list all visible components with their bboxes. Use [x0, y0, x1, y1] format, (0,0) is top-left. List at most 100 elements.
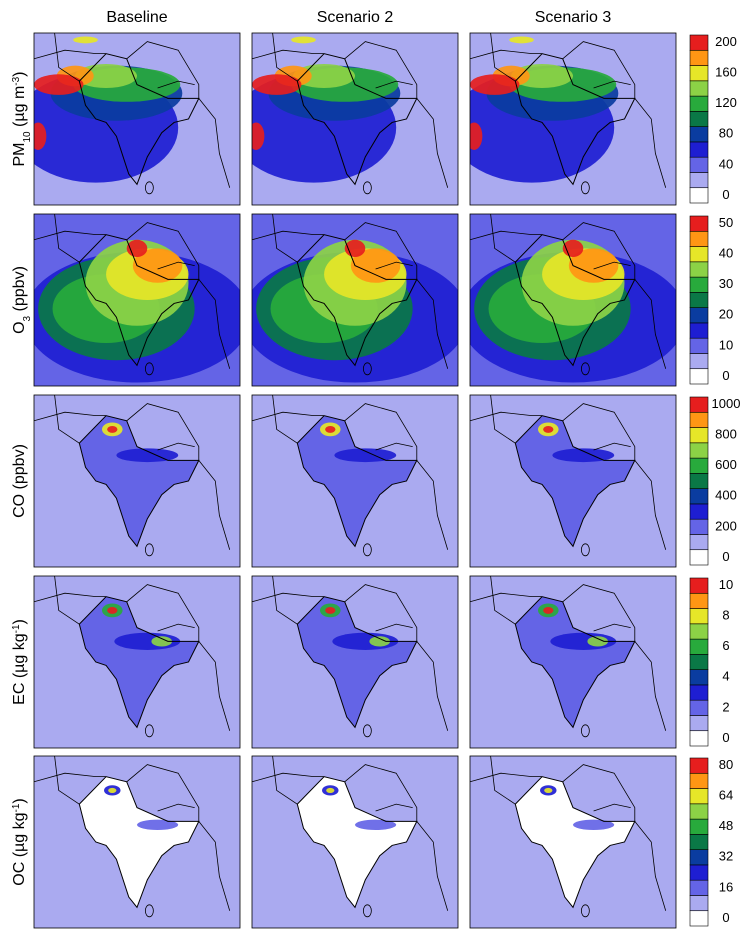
colorbar-tick-label: 4	[722, 669, 729, 684]
concentration-area	[73, 36, 98, 44]
sri-lanka	[144, 362, 154, 376]
colorbar-tick-label: 80	[719, 126, 733, 141]
colorbar-box	[689, 261, 709, 278]
concentration-area	[573, 819, 615, 830]
country-border	[490, 214, 516, 263]
colorbar-box	[689, 772, 709, 789]
colorbar-box	[689, 730, 709, 747]
country-border	[157, 261, 195, 270]
country-border	[562, 764, 636, 822]
country-border	[54, 33, 80, 82]
sri-lanka	[144, 181, 154, 195]
country-border	[198, 98, 231, 188]
land-fill	[515, 415, 635, 547]
panel-frame	[251, 575, 459, 749]
colorbar-tick-label: 50	[719, 215, 733, 230]
colorbar-box	[689, 292, 709, 308]
country-border	[593, 803, 631, 812]
colorbar-box	[689, 623, 709, 640]
colorbar-tick-label: 20	[719, 307, 733, 322]
colorbar-box	[689, 368, 709, 385]
country-border	[375, 442, 413, 451]
land-fill	[297, 415, 417, 547]
land-fill	[79, 415, 199, 547]
label-superscript: -1	[11, 624, 22, 633]
country-border	[157, 623, 195, 632]
country-border	[198, 821, 231, 911]
country-border	[416, 821, 449, 911]
country-border	[252, 230, 325, 241]
country-border	[416, 460, 449, 550]
colorbar-tick-label: 0	[722, 187, 729, 202]
map-panel	[34, 756, 240, 928]
colorbar-box	[689, 187, 709, 204]
country-border	[198, 279, 231, 369]
label-text: OC (µg kg	[11, 813, 28, 886]
country-border	[272, 214, 298, 263]
country-border	[252, 592, 325, 603]
label-text: )	[11, 619, 28, 624]
colorbar-box	[689, 608, 709, 625]
colorbar-tick-label: 0	[722, 910, 729, 925]
sri-lanka	[362, 181, 372, 195]
land-fill	[79, 596, 199, 728]
land-fill	[297, 776, 417, 908]
country-border	[126, 222, 200, 280]
colorbar-tick-label: 1000	[712, 396, 741, 411]
country-border	[375, 261, 413, 270]
country-border	[252, 772, 325, 783]
country-border	[157, 442, 195, 451]
colorbar-tick-label: 40	[719, 246, 733, 261]
colorbar-tick-label: 10	[719, 577, 733, 592]
country-border	[54, 756, 80, 805]
concentration-area	[587, 636, 609, 647]
country-border	[54, 395, 80, 444]
country-border	[126, 41, 200, 99]
colorbar-box	[689, 834, 709, 850]
colorbar-box	[689, 895, 709, 912]
colorbar-tick-label: 48	[719, 818, 733, 833]
map-panel	[252, 214, 458, 386]
concentration-area	[252, 74, 302, 95]
concentration-area	[116, 448, 179, 463]
concentration-area	[552, 448, 615, 463]
country-border	[296, 415, 418, 548]
country-border	[514, 53, 636, 186]
colorbar-box	[689, 699, 709, 716]
colorbar-box	[689, 80, 709, 97]
country-border	[375, 80, 413, 89]
concentration-area	[326, 787, 335, 793]
colorbar-box	[689, 95, 709, 112]
map-panel	[252, 756, 458, 928]
colorbar-tick-label: 800	[715, 427, 737, 442]
country-border	[272, 395, 298, 444]
country-border	[562, 41, 636, 99]
sri-lanka	[144, 543, 154, 557]
colorbar-box	[689, 757, 709, 774]
country-border	[490, 33, 516, 82]
country-border	[514, 596, 636, 729]
panel-frame	[33, 575, 241, 749]
country-border	[634, 460, 667, 550]
label-text: CO (ppbv)	[11, 444, 28, 518]
label-text: (ppbv)	[11, 266, 28, 316]
country-border	[34, 772, 107, 783]
country-border	[252, 49, 325, 60]
concentration-area	[132, 248, 183, 283]
country-border	[126, 403, 200, 461]
colorbar-box	[689, 111, 709, 127]
colorbar-box	[689, 654, 709, 670]
country-border	[562, 222, 636, 280]
label-subscript: 3	[22, 315, 33, 321]
panel-frame	[33, 32, 241, 206]
country-border	[514, 415, 636, 548]
country-border	[296, 596, 418, 729]
country-border	[416, 641, 449, 731]
colorbar-box	[689, 307, 709, 324]
colorbar-box	[689, 65, 709, 82]
land-fill	[515, 596, 635, 728]
colorbar-tick-label: 0	[722, 549, 729, 564]
map-panel	[34, 214, 240, 386]
concentration-area	[543, 425, 554, 433]
concentration-area	[543, 606, 554, 614]
